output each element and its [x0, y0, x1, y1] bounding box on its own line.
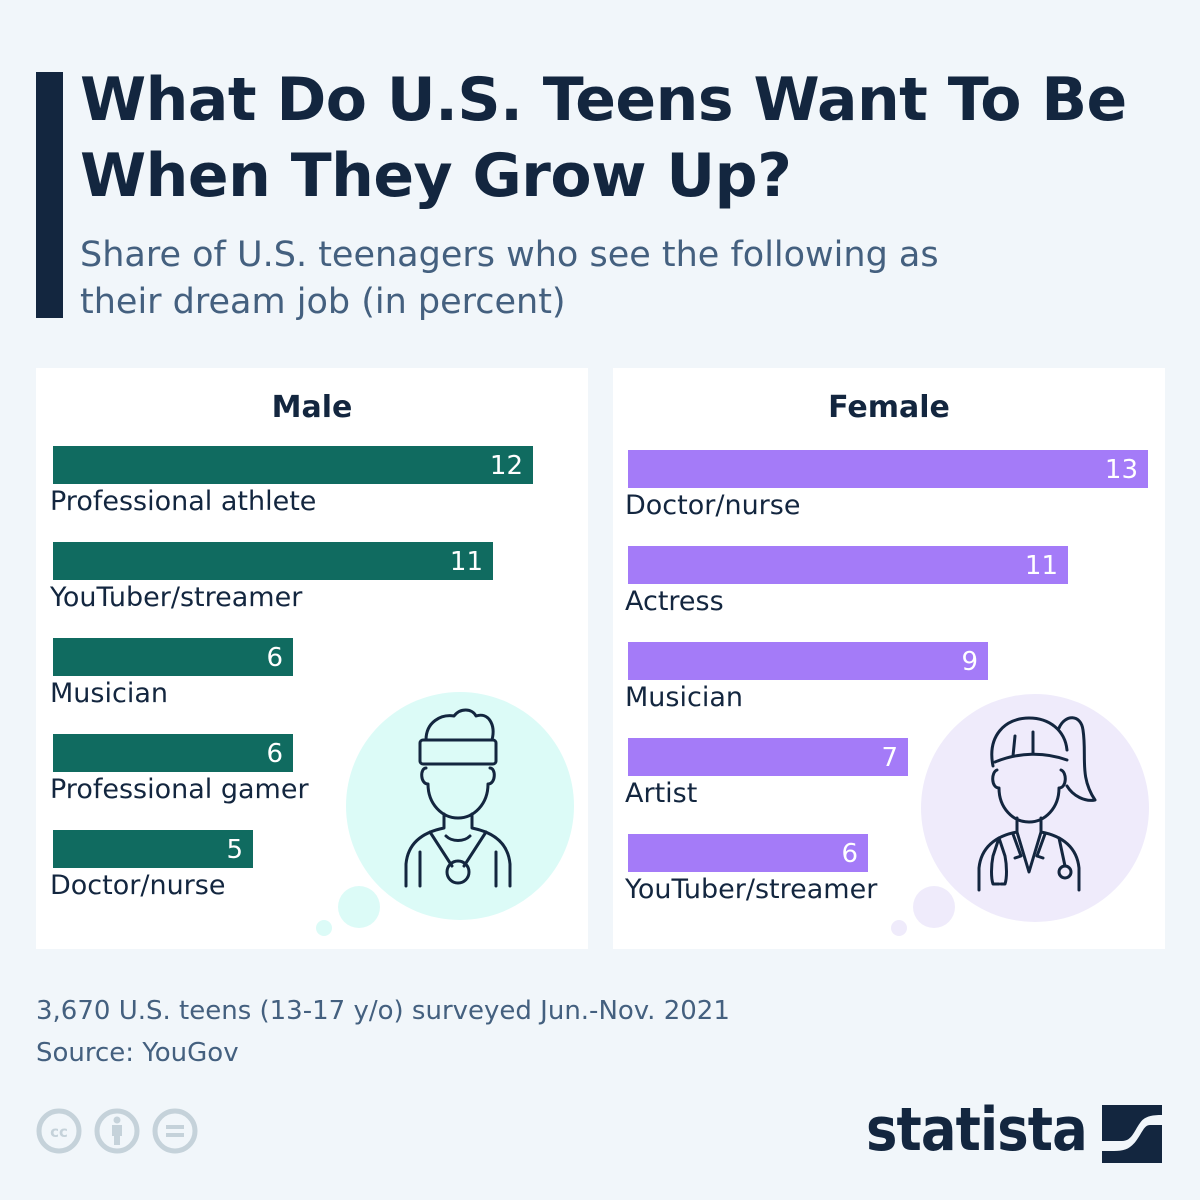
footnote: 3,670 U.S. teens (13-17 y/o) surveyed Ju…	[36, 990, 730, 1074]
bar-row: 9 Musician	[613, 642, 1165, 722]
bar-row: 11 YouTuber/streamer	[36, 542, 588, 622]
bar-row: 12 Professional athlete	[36, 446, 588, 526]
thought-bubble-small	[913, 886, 955, 928]
attribution-icon[interactable]	[94, 1108, 140, 1154]
bar: 12	[53, 446, 533, 484]
athlete-with-medal-icon	[404, 708, 512, 888]
title-accent-bar	[36, 72, 63, 318]
bar-value-label: 9	[961, 647, 978, 677]
bar: 9	[628, 642, 988, 680]
bar-value-label: 7	[881, 743, 898, 773]
bar: 6	[53, 734, 293, 772]
svg-text:cc: cc	[50, 1123, 68, 1141]
bar: 6	[628, 834, 868, 872]
brand-name: statista	[866, 1095, 1088, 1165]
male-chart-title: Male	[271, 390, 353, 425]
no-derivatives-icon[interactable]	[152, 1108, 198, 1154]
bar: 7	[628, 738, 908, 776]
male-chart-panel: Male 12 Professional athlete 11 YouTuber/st…	[36, 368, 588, 949]
page-title: What Do U.S. Teens Want To Be When They …	[80, 65, 1127, 211]
category-label: Musician	[50, 678, 168, 709]
category-label: Professional gamer	[50, 774, 309, 805]
thought-bubble-tiny	[316, 920, 332, 936]
bar-value-label: 13	[1104, 455, 1138, 485]
bar: 5	[53, 830, 253, 868]
bar: 6	[53, 638, 293, 676]
thought-bubble-small	[338, 886, 380, 928]
category-label: YouTuber/streamer	[625, 874, 878, 905]
bar-value-label: 6	[266, 643, 283, 673]
bar-value-label: 12	[489, 451, 523, 481]
bar: 11	[628, 546, 1068, 584]
statista-logo-mark-icon	[1102, 1105, 1162, 1163]
category-label: Doctor/nurse	[625, 490, 801, 521]
statista-logo[interactable]: statista	[866, 1095, 1162, 1165]
bar-row: 7 Artist	[613, 738, 1165, 818]
bar-row: 6 Musician	[36, 638, 588, 718]
category-label: Musician	[625, 682, 743, 713]
bar-value-label: 6	[266, 739, 283, 769]
category-label: Actress	[625, 586, 724, 617]
bar-row: 11 Actress	[613, 546, 1165, 626]
survey-note: 3,670 U.S. teens (13-17 y/o) surveyed Ju…	[36, 996, 730, 1026]
bar-value-label: 11	[1024, 551, 1058, 581]
category-label: Professional athlete	[50, 486, 317, 517]
bar-value-label: 6	[841, 839, 858, 869]
bar-row: 6 Professional gamer	[36, 734, 588, 814]
bar-row: 6 YouTuber/streamer	[613, 834, 1165, 914]
bar-row: 13 Doctor/nurse	[613, 450, 1165, 530]
bar: 13	[628, 450, 1148, 488]
cc-icon[interactable]: cc	[36, 1108, 82, 1154]
bar-value-label: 11	[449, 547, 483, 577]
female-chart-title: Female	[828, 390, 950, 425]
thought-bubble-large	[921, 694, 1149, 922]
category-label: Doctor/nurse	[50, 870, 226, 901]
page-subtitle: Share of U.S. teenagers who see the foll…	[80, 235, 939, 322]
license-icons: cc	[36, 1108, 198, 1154]
thought-bubble-tiny	[891, 920, 907, 936]
female-doctor-icon	[977, 716, 1097, 892]
source-note: Source: YouGov	[36, 1038, 239, 1068]
bar-value-label: 5	[226, 835, 243, 865]
bar-row: 5 Doctor/nurse	[36, 830, 588, 910]
category-label: YouTuber/streamer	[50, 582, 303, 613]
category-label: Artist	[625, 778, 698, 809]
female-chart-panel: Female 13 Doctor/nurse 11 Actress 9 Musician 7…	[613, 368, 1165, 949]
bar: 11	[53, 542, 493, 580]
